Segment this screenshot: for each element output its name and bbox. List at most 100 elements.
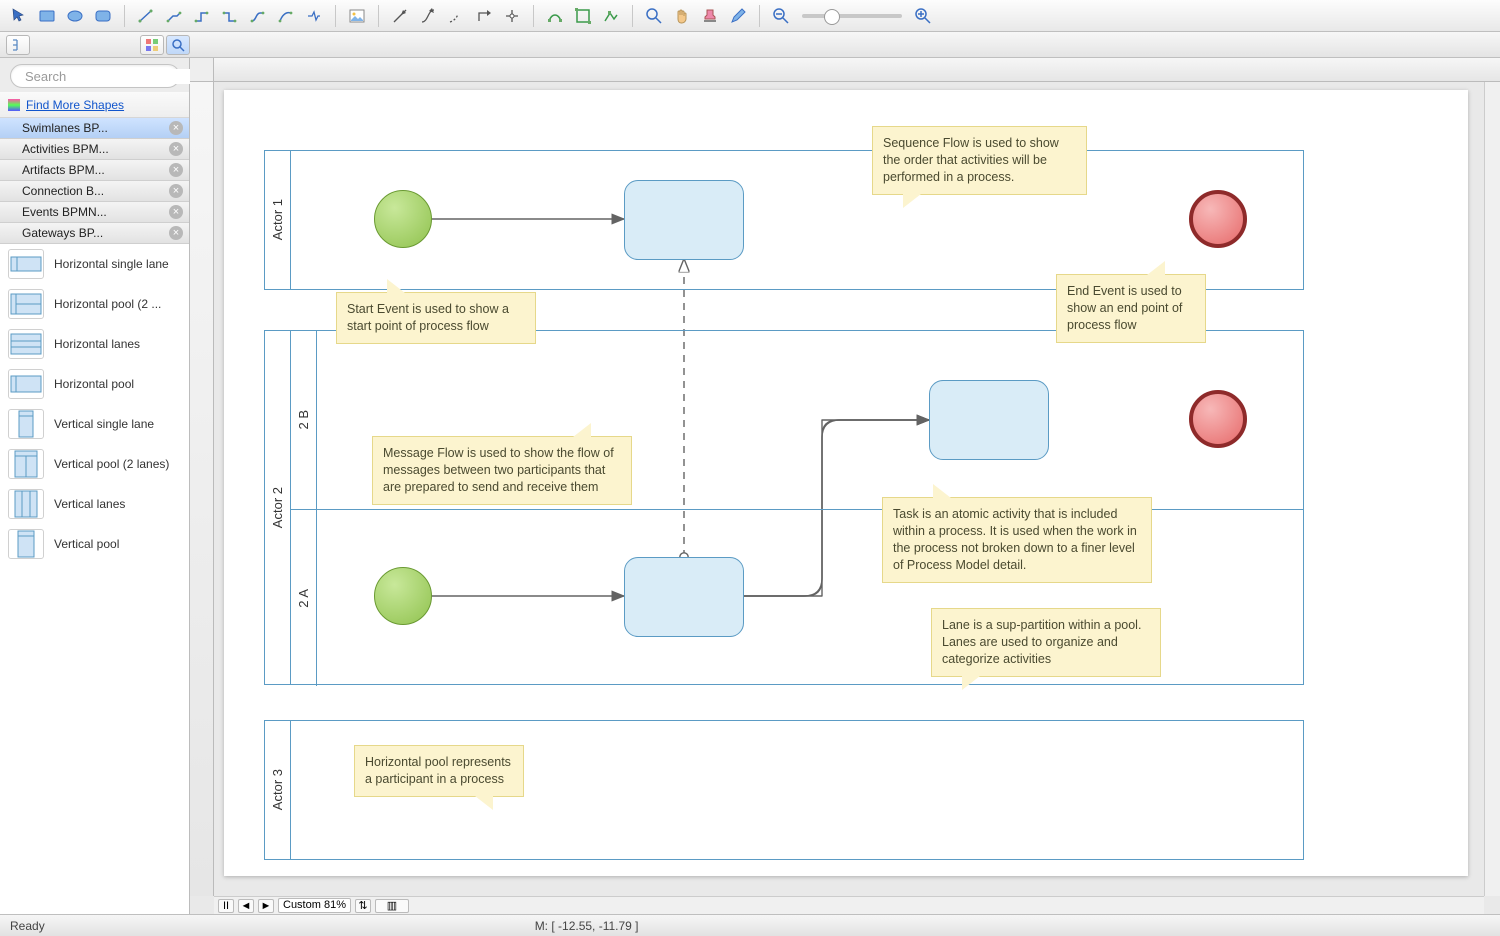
annotation-note[interactable]: Lane is a sup-partition within a pool. L… <box>931 608 1161 677</box>
connector-3-button[interactable] <box>217 4 243 28</box>
annotation-note[interactable]: Start Event is used to show a start poin… <box>336 292 536 344</box>
close-icon[interactable]: × <box>169 142 183 156</box>
zoom-out-button[interactable] <box>768 4 794 28</box>
close-icon[interactable]: × <box>169 163 183 177</box>
arrow-tool-4-button[interactable] <box>471 4 497 28</box>
shape-label: Vertical single lane <box>54 417 154 431</box>
ellipse-tool-button[interactable] <box>62 4 88 28</box>
path-tool-2-button[interactable] <box>570 4 596 28</box>
arrow-tool-3-button[interactable] <box>443 4 469 28</box>
shape-thumb <box>8 529 44 559</box>
shape-item[interactable]: Horizontal lanes <box>0 324 189 364</box>
arrow-tool-2-button[interactable] <box>415 4 441 28</box>
search-input[interactable] <box>25 69 201 84</box>
shapes-icon <box>8 99 20 111</box>
shape-thumb <box>8 489 44 519</box>
annotation-note[interactable]: Message Flow is used to show the flow of… <box>372 436 632 505</box>
vertical-scrollbar[interactable] <box>1484 82 1500 896</box>
connector-4-button[interactable] <box>245 4 271 28</box>
arrow-tool-1-button[interactable] <box>387 4 413 28</box>
tab-prev-button[interactable]: ◄ <box>238 899 254 913</box>
pool-title: Actor 2 <box>265 331 291 684</box>
zoom-slider[interactable] <box>802 14 902 18</box>
close-icon[interactable]: × <box>169 184 183 198</box>
connector-2-button[interactable] <box>189 4 215 28</box>
line-tool-button[interactable] <box>133 4 159 28</box>
hand-tool-button[interactable] <box>669 4 695 28</box>
category-label: Swimlanes BP... <box>22 121 108 135</box>
pool-title: Actor 1 <box>265 151 291 289</box>
toolbar-separator <box>632 5 633 27</box>
annotation-note[interactable]: Sequence Flow is used to show the order … <box>872 126 1087 195</box>
tab-next-button[interactable]: ► <box>258 899 274 913</box>
close-icon[interactable]: × <box>169 205 183 219</box>
tree-view-button[interactable] <box>6 35 30 55</box>
shape-item[interactable]: Horizontal pool (2 ... <box>0 284 189 324</box>
task[interactable] <box>624 557 744 637</box>
zoom-tool-button[interactable] <box>641 4 667 28</box>
connector-5-button[interactable] <box>273 4 299 28</box>
category-label: Activities BPM... <box>22 142 109 156</box>
category-item[interactable]: Swimlanes BP... × <box>0 118 189 139</box>
page-thumb-button[interactable]: ▥ <box>375 899 409 913</box>
close-icon[interactable]: × <box>169 226 183 240</box>
shape-thumb <box>8 409 44 439</box>
shape-item[interactable]: Horizontal pool <box>0 364 189 404</box>
rounded-rect-tool-button[interactable] <box>90 4 116 28</box>
arrow-tool-5-button[interactable] <box>499 4 525 28</box>
shape-thumb <box>8 249 44 279</box>
search-input-wrap[interactable] <box>10 64 180 88</box>
annotation-note[interactable]: Task is an atomic activity that is inclu… <box>882 497 1152 583</box>
connector-6-button[interactable] <box>301 4 327 28</box>
shape-thumb <box>8 369 44 399</box>
insert-image-button[interactable] <box>344 4 370 28</box>
path-tool-1-button[interactable] <box>542 4 568 28</box>
shape-item[interactable]: Vertical pool <box>0 524 189 564</box>
start-event[interactable] <box>374 190 432 248</box>
zoom-stepper-button[interactable]: ⇅ <box>355 899 371 913</box>
shape-thumb <box>8 449 44 479</box>
end-event[interactable] <box>1189 390 1247 448</box>
horizontal-scrollbar[interactable]: II ◄ ► Custom 81% ⇅ ▥ <box>214 896 1484 914</box>
zoom-in-button[interactable] <box>910 4 936 28</box>
start-event[interactable] <box>374 567 432 625</box>
annotation-note[interactable]: End Event is used to show an end point o… <box>1056 274 1206 343</box>
toolbar-separator <box>124 5 125 27</box>
close-icon[interactable]: × <box>169 121 183 135</box>
category-item[interactable]: Artifacts BPM...× <box>0 160 189 181</box>
connector-1-button[interactable] <box>161 4 187 28</box>
shape-label: Vertical pool (2 lanes) <box>54 457 169 471</box>
rectangle-tool-button[interactable] <box>34 4 60 28</box>
task[interactable] <box>624 180 744 260</box>
stamp-tool-button[interactable] <box>697 4 723 28</box>
category-item[interactable]: Events BPMN...× <box>0 202 189 223</box>
end-event[interactable] <box>1189 190 1247 248</box>
category-item[interactable]: Gateways BP...× <box>0 223 189 244</box>
search-view-button[interactable] <box>166 35 190 55</box>
category-item[interactable]: Activities BPM... × <box>0 139 189 160</box>
shape-item[interactable]: Vertical pool (2 lanes) <box>0 444 189 484</box>
lane-title: 2 B <box>291 331 317 509</box>
pen-tool-button[interactable] <box>725 4 751 28</box>
shape-item[interactable]: Horizontal single lane <box>0 244 189 284</box>
horizontal-ruler <box>214 58 1500 82</box>
find-more-label: Find More Shapes <box>26 98 124 112</box>
shape-label: Horizontal lanes <box>54 337 140 351</box>
category-item[interactable]: Connection B...× <box>0 181 189 202</box>
shape-thumb <box>8 329 44 359</box>
shape-item[interactable]: Vertical single lane <box>0 404 189 444</box>
status-mouse: M: [ -12.55, -11.79 ] <box>535 919 639 933</box>
annotation-note[interactable]: Horizontal pool represents a participant… <box>354 745 524 797</box>
pointer-tool-button[interactable] <box>6 4 32 28</box>
shape-label: Horizontal pool (2 ... <box>54 297 161 311</box>
task[interactable] <box>929 380 1049 460</box>
shape-label: Horizontal pool <box>54 377 134 391</box>
canvas[interactable]: Actor 1Actor 22 B2 AActor 3Sequence Flow… <box>214 82 1484 896</box>
grid-view-button[interactable] <box>140 35 164 55</box>
page[interactable]: Actor 1Actor 22 B2 AActor 3Sequence Flow… <box>224 90 1468 876</box>
path-tool-3-button[interactable] <box>598 4 624 28</box>
find-more-shapes-link[interactable]: Find More Shapes <box>0 92 189 118</box>
shape-item[interactable]: Vertical lanes <box>0 484 189 524</box>
tab-pause-button[interactable]: II <box>218 899 234 913</box>
zoom-label[interactable]: Custom 81% <box>278 898 351 913</box>
